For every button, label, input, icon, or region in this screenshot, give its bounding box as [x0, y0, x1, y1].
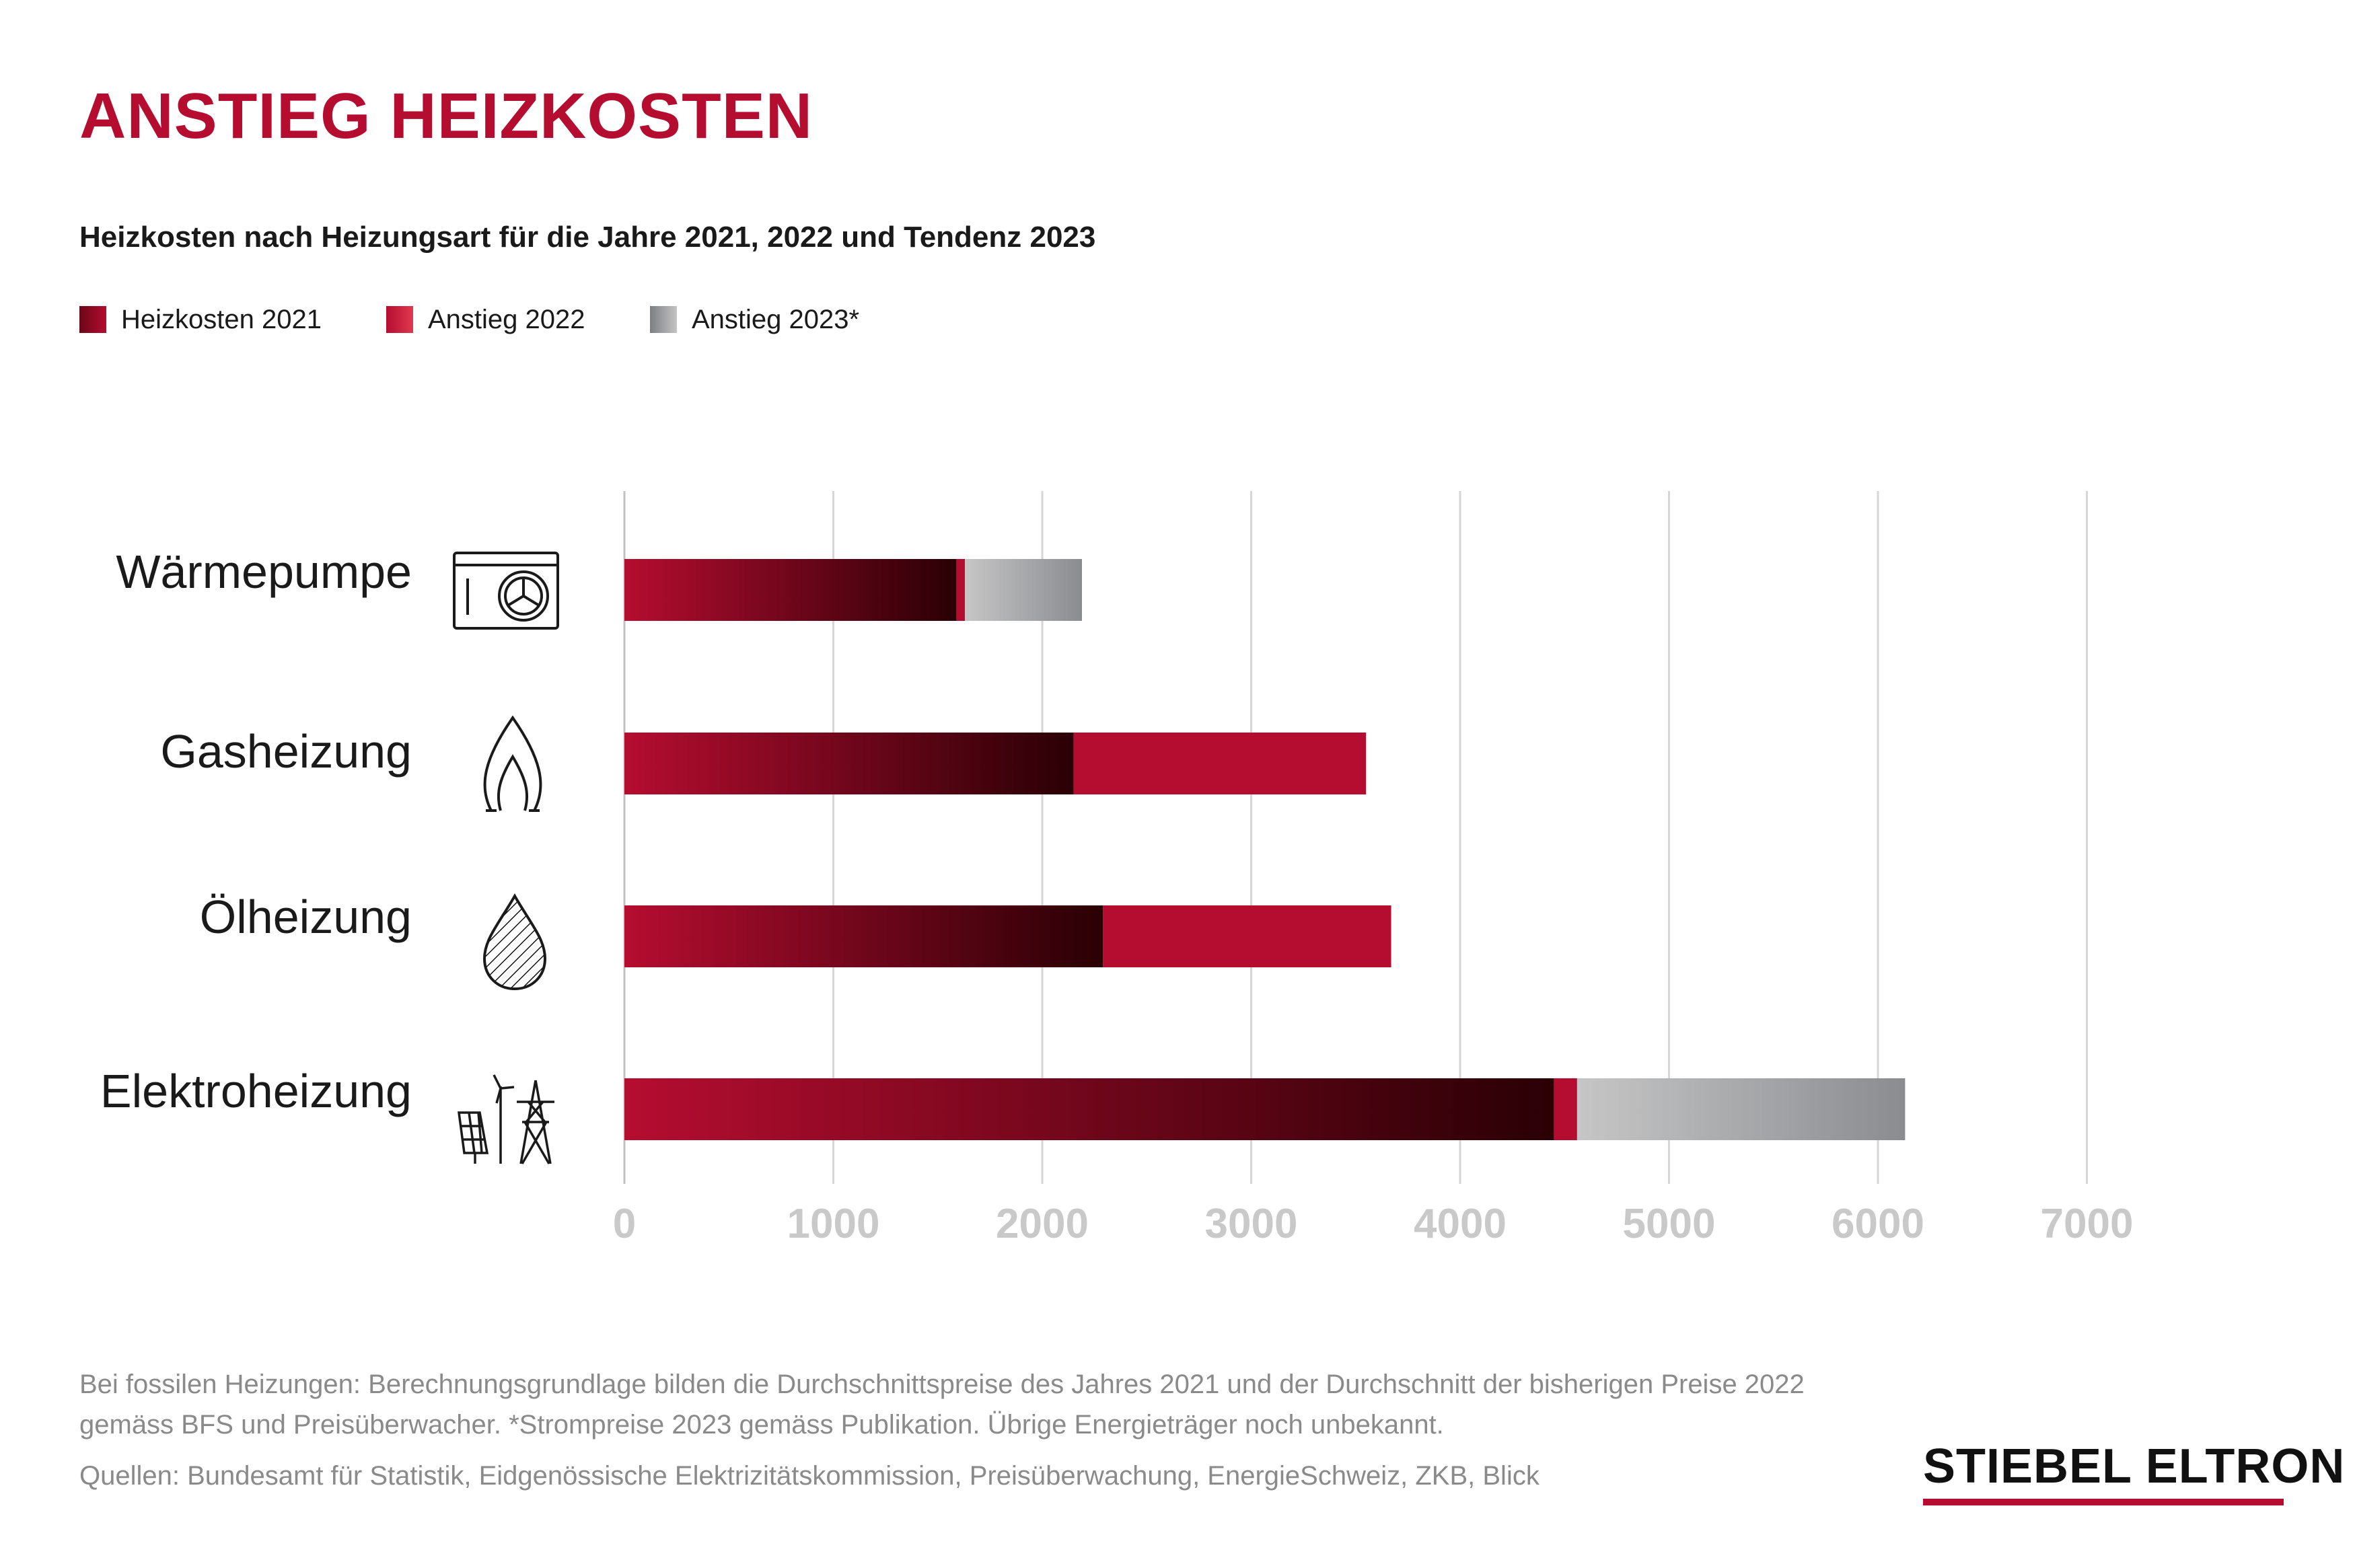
legend-label: Heizkosten 2021	[121, 304, 322, 334]
gas-flame-icon	[483, 715, 542, 812]
page-title: ANSTIEG HEIZKOSTEN	[79, 80, 813, 152]
legend-swatch-anstieg-2022	[386, 306, 413, 333]
tick-label-layer: 0 1000 2000 3000 4000 5000 6000 7000	[613, 1201, 2134, 1247]
legend-label: Anstieg 2022	[428, 304, 585, 334]
bar-layer	[624, 559, 1906, 1140]
bar-segment-heizkosten-2021	[624, 559, 957, 621]
bar-segment-heizkosten-2021	[624, 733, 1074, 794]
solar-wind-powerline-icon	[458, 1074, 554, 1164]
stiebel-eltron-logo: STIEBEL ELTRON	[1923, 1438, 2346, 1505]
logo-text: STIEBEL ELTRON	[1923, 1440, 2346, 1493]
category-label-elektroheizung: Elektroheizung	[100, 1065, 412, 1117]
sources-note: Quellen: Bundesamt für Statistik, Eidgen…	[79, 1461, 1539, 1491]
legend: Heizkosten 2021 Anstieg 2022 Anstieg 202…	[79, 303, 1291, 336]
category-label-gasheizung: Gasheizung	[160, 725, 412, 778]
legend-swatch-heizkosten-2021	[79, 306, 106, 333]
x-tick-label: 6000	[1832, 1201, 1924, 1247]
chart-subtitle: Heizkosten nach Heizungsart für die Jahr…	[79, 221, 1096, 254]
heating-cost-bar-chart: 0 1000 2000 3000 4000 5000 6000 7000 Wärmepumpe…	[100, 491, 2134, 1247]
category-label-oelheizung: Ölheizung	[200, 891, 412, 943]
footnote-line-1: Bei fossilen Heizungen: Berechnungsgrund…	[79, 1370, 1805, 1399]
footnote-line-2: gemäss BFS und Preisüberwacher. *Strompr…	[79, 1410, 1444, 1440]
logo-rule	[1923, 1499, 2284, 1505]
legend-label: Anstieg 2023*	[692, 304, 860, 334]
x-tick-label: 2000	[996, 1201, 1089, 1247]
bar-segment-anstieg-2023	[1577, 1078, 1906, 1140]
bar-segment-heizkosten-2021	[624, 905, 1103, 967]
category-label-waermepumpe: Wärmepumpe	[116, 546, 412, 598]
bar-segment-anstieg-2023	[965, 559, 1082, 621]
oil-drop-icon	[482, 893, 547, 991]
x-tick-label: 4000	[1414, 1201, 1507, 1247]
heat-pump-icon	[453, 552, 559, 630]
x-tick-label: 0	[613, 1201, 636, 1247]
bar-segment-anstieg-2022	[1103, 905, 1391, 967]
x-tick-label: 5000	[1623, 1201, 1716, 1247]
x-tick-label: 1000	[787, 1201, 880, 1247]
legend-swatch-anstieg-2023	[650, 306, 677, 333]
legend-item-heizkosten-2021: Heizkosten 2021	[79, 303, 322, 336]
bar-segment-anstieg-2022	[1554, 1078, 1577, 1140]
x-tick-label: 3000	[1205, 1201, 1298, 1247]
x-tick-label: 7000	[2041, 1201, 2134, 1247]
bar-segment-anstieg-2022	[956, 559, 966, 621]
legend-item-anstieg-2022: Anstieg 2022	[386, 303, 585, 336]
bar-segment-anstieg-2022	[1073, 733, 1367, 794]
legend-item-anstieg-2023: Anstieg 2023*	[650, 303, 859, 336]
bar-segment-heizkosten-2021	[624, 1078, 1554, 1140]
